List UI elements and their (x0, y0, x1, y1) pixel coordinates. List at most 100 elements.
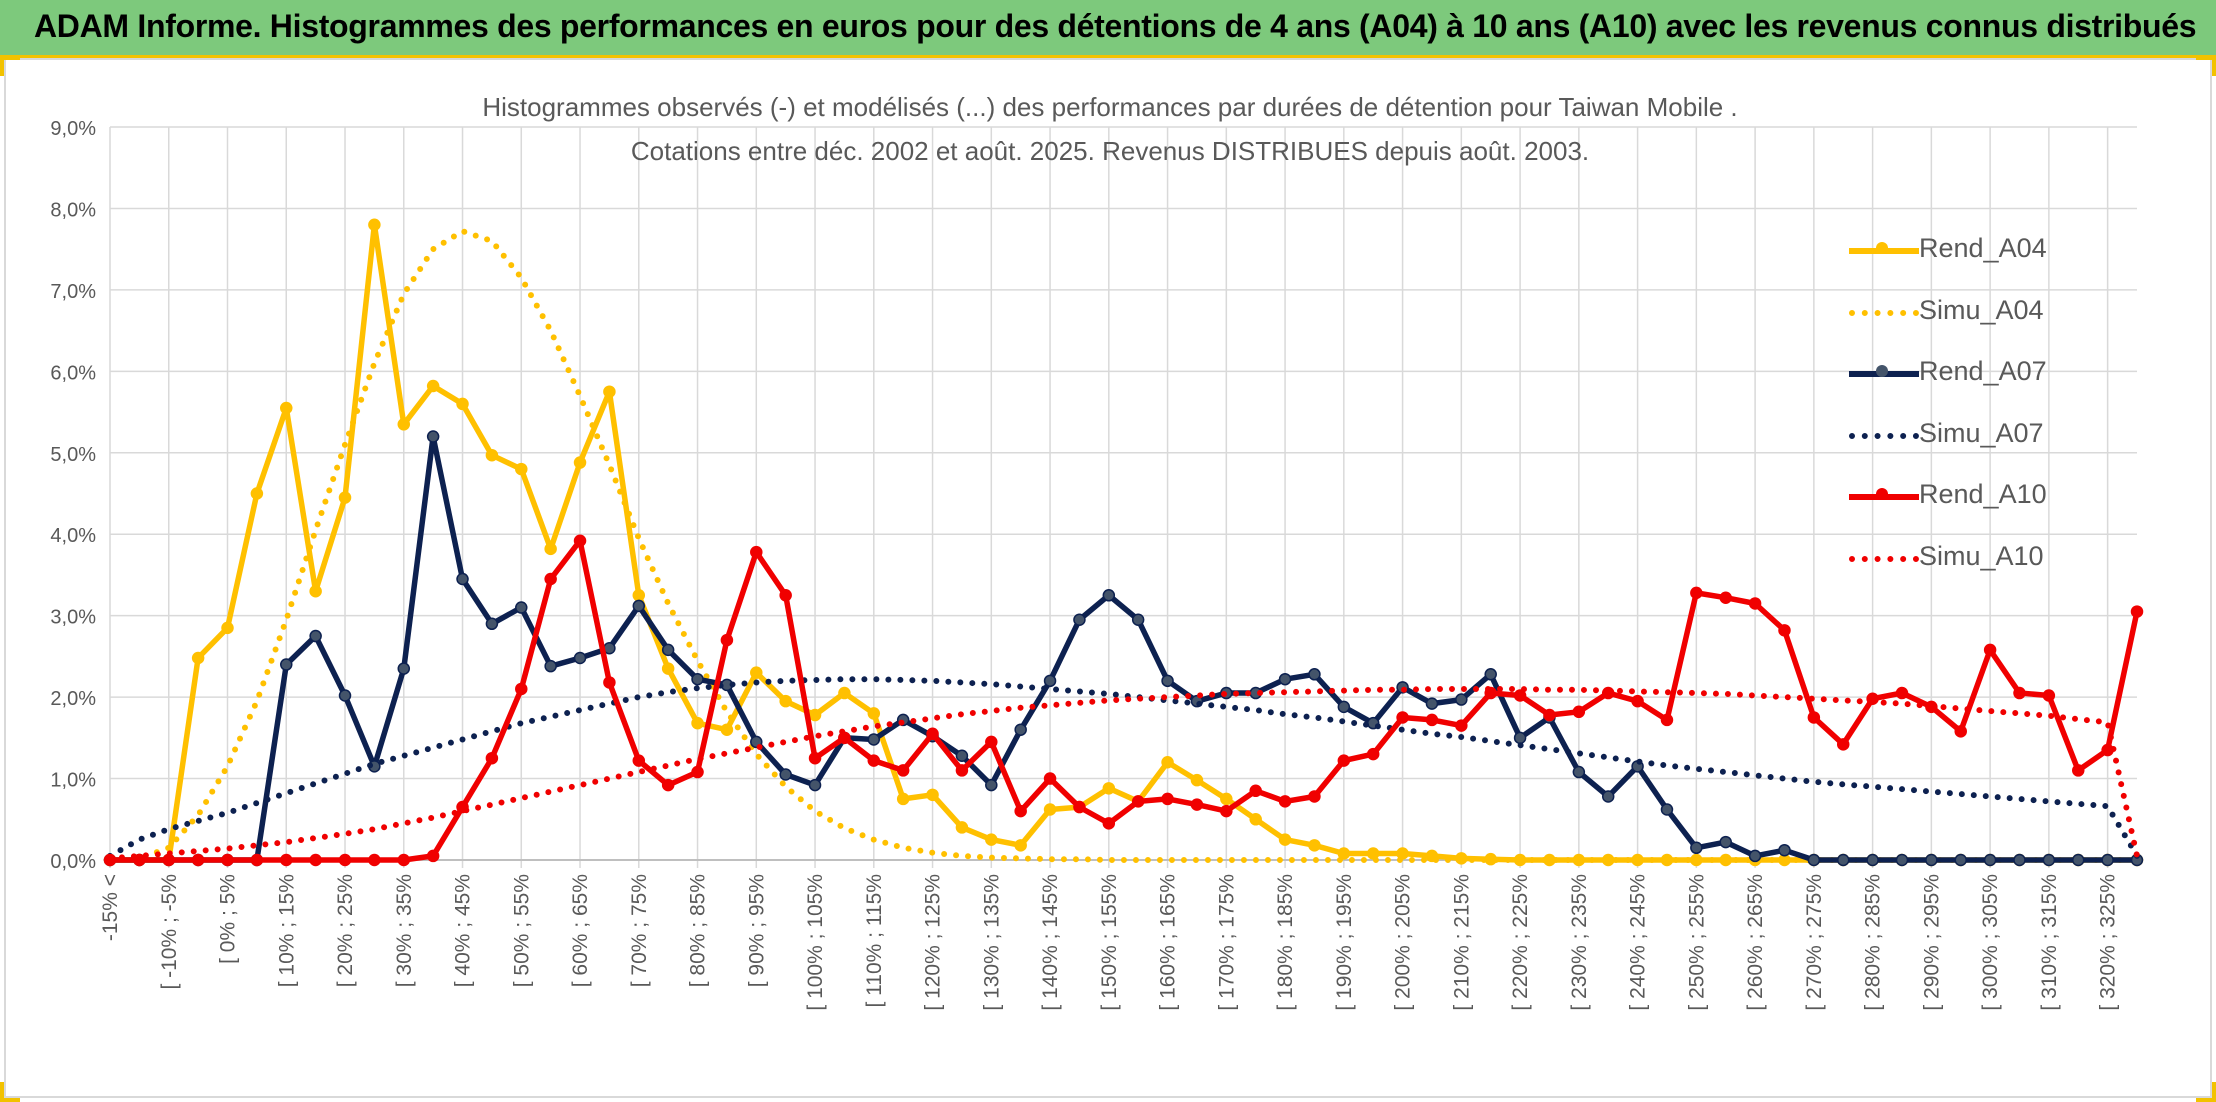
y-tick-label: 2,0% (50, 688, 96, 710)
data-point-rend-a07 (1690, 841, 1703, 855)
data-point-rend-a07 (397, 662, 411, 675)
data-point-rend-a04 (1190, 773, 1204, 787)
data-point-rend-a07 (2042, 853, 2056, 867)
data-point-rend-a07 (2013, 853, 2026, 867)
data-point-rend-a04 (1102, 782, 1116, 795)
x-tick-label: [ 210% ; 215% (1450, 874, 1473, 1011)
data-point-rend-a04 (808, 708, 822, 722)
data-point-rend-a07 (573, 651, 587, 665)
data-point-rend-a04 (1308, 839, 1321, 852)
x-tick-label: [ 310% ; 315% (2038, 874, 2061, 1011)
data-point-rend-a10 (1983, 643, 1997, 657)
x-tick-label: [ 50% ; 55% (510, 874, 533, 987)
data-point-rend-a10 (1895, 686, 1909, 700)
data-point-rend-a10 (1043, 772, 1057, 785)
series-line-rend-a07 (110, 433, 2137, 863)
data-point-rend-a04 (250, 487, 264, 500)
legend-label: Rend_A10 (1919, 479, 2047, 509)
data-point-rend-a10 (1425, 713, 1439, 727)
legend-item-rend-a10: Rend_A10 (1845, 474, 2047, 536)
data-point-rend-a07 (485, 617, 499, 631)
legend-item-rend-a04: Rend_A04 (1845, 228, 2047, 290)
data-point-rend-a10 (1220, 804, 1233, 818)
data-point-rend-a10 (368, 853, 381, 867)
data-point-rend-a10 (1513, 689, 1527, 702)
y-tick-label: 7,0% (50, 281, 96, 303)
data-point-rend-a10 (603, 676, 616, 689)
x-tick-label: [ 120% ; 125% (922, 874, 945, 1011)
data-point-rend-a10 (280, 853, 293, 867)
data-point-rend-a04 (515, 462, 528, 476)
data-point-rend-a04 (573, 456, 587, 469)
report-banner: ADAM Informe. Histogrammes des performan… (0, 0, 2216, 58)
legend-label: Simu_A10 (1919, 540, 2044, 571)
data-point-rend-a10 (1308, 790, 1321, 803)
y-tick-label: 4,0% (50, 525, 96, 547)
data-point-rend-a04 (691, 716, 704, 730)
data-point-rend-a04 (632, 589, 646, 602)
data-point-rend-a07 (1778, 843, 1791, 857)
y-tick-label: 5,0% (50, 444, 96, 466)
data-point-rend-a04 (955, 821, 969, 834)
data-point-rend-a07 (955, 749, 969, 763)
data-point-rend-a07 (1954, 853, 1967, 867)
legend-item-rend-a07: Rend_A07 (1845, 351, 2047, 413)
data-point-rend-a10 (750, 545, 763, 559)
data-point-rend-a07 (1337, 700, 1351, 714)
data-point-rend-a07 (779, 768, 792, 781)
data-point-rend-a10 (1131, 795, 1145, 808)
data-point-rend-a04 (456, 397, 469, 411)
data-point-rend-a07 (632, 599, 646, 613)
data-point-rend-a10 (426, 849, 440, 863)
data-point-rend-a07 (2101, 853, 2114, 867)
legend-item-simu-a07: Simu_A07 (1845, 413, 2045, 475)
data-point-rend-a07 (1601, 790, 1615, 803)
legend-marker (1876, 242, 1888, 254)
data-point-rend-a04 (779, 694, 792, 708)
data-point-rend-a04 (280, 401, 293, 415)
data-point-rend-a04 (985, 833, 998, 846)
data-point-rend-a07 (1425, 697, 1439, 710)
x-tick-label: [ 300% ; 305% (1979, 874, 2002, 1011)
data-point-rend-a07 (808, 778, 822, 792)
y-tick-label: 9,0% (50, 118, 96, 140)
data-point-rend-a10 (1190, 798, 1204, 811)
x-tick-label: [ 180% ; 185% (1274, 874, 1297, 1011)
data-point-rend-a07 (1073, 613, 1086, 626)
x-tick-label: [ 220% ; 225% (1509, 874, 1532, 1011)
data-point-rend-a10 (2071, 764, 2085, 777)
data-point-rend-a07 (1131, 613, 1145, 626)
data-point-rend-a10 (691, 765, 704, 779)
x-tick-label: [ 60% ; 65% (569, 874, 592, 987)
chart-frame (4, 58, 2212, 1098)
data-point-rend-a10 (1836, 738, 1850, 751)
series-line-simu-a10 (107, 686, 2140, 862)
data-point-rend-a07 (1308, 668, 1321, 681)
data-point-rend-a10 (1396, 711, 1409, 724)
x-tick-label: [ 270% ; 275% (1803, 874, 1826, 1011)
legend-item-simu-a10: Simu_A10 (1845, 536, 2045, 598)
data-point-rend-a07 (1572, 765, 1586, 779)
x-tick-label: [ 40% ; 45% (452, 874, 475, 987)
x-tick-label: [ 240% ; 245% (1627, 874, 1650, 1011)
data-point-rend-a10 (1660, 713, 1674, 727)
data-point-rend-a10 (2042, 689, 2056, 702)
frame-corner (0, 1082, 20, 1102)
x-tick-label: [ 320% ; 325% (2097, 874, 2120, 1011)
x-tick-label: [ 290% ; 295% (1920, 874, 1943, 1011)
data-point-rend-a10 (2130, 605, 2144, 618)
x-tick-label: [ 230% ; 235% (1568, 874, 1591, 1011)
frame-corner (0, 56, 20, 76)
data-point-rend-a07 (456, 572, 469, 586)
chart-legend: Rend_A04 Simu_A04 Rend_A07 Simu_A07 Rend_A10… (1845, 228, 2047, 598)
data-point-rend-a10 (867, 754, 881, 767)
data-point-rend-a04 (926, 788, 939, 802)
data-point-rend-a04 (1043, 803, 1057, 816)
x-tick-label: [ 150% ; 155% (1098, 874, 1121, 1011)
x-tick-label: [ 80% ; 85% (687, 874, 710, 987)
legend-marker (1876, 488, 1888, 500)
data-point-rend-a07 (867, 733, 881, 746)
y-tick-label: 1,0% (50, 770, 96, 792)
data-point-rend-a04 (603, 385, 616, 398)
